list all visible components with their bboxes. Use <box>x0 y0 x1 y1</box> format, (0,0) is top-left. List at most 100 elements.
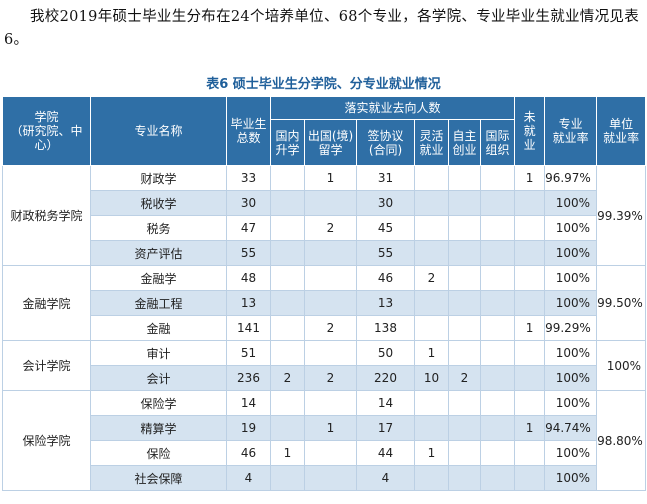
unit-rate-cell: 99.39% <box>596 165 647 266</box>
header-total: 毕业生 总数 <box>226 96 271 166</box>
domestic-cell <box>270 265 305 291</box>
abroad-cell <box>304 290 357 316</box>
major-cell: 资产评估 <box>90 240 227 266</box>
abroad-cell <box>304 190 357 216</box>
intl-cell <box>479 215 516 241</box>
header-intl-org: 国际 组织 <box>479 119 516 166</box>
flexible-cell <box>414 465 449 491</box>
total-cell: 141 <box>226 315 271 341</box>
major-rate-cell: 96.97% <box>544 165 598 191</box>
abroad-cell <box>304 465 357 491</box>
contract-cell: 31 <box>356 165 415 191</box>
header-unit-rate: 单位 就业率 <box>596 96 647 166</box>
flexible-cell <box>414 240 449 266</box>
abroad-cell: 1 <box>304 165 357 191</box>
flexible-cell: 1 <box>414 340 449 366</box>
self-cell <box>448 465 481 491</box>
employment-table: 学院 （研究院、中心） 专业名称 毕业生 总数 落实就业去向人数 未 就 业 专… <box>2 96 647 491</box>
unemployed-cell <box>514 190 546 216</box>
unemployed-cell: 1 <box>514 315 546 341</box>
major-rate-cell: 100% <box>544 365 598 391</box>
major-rate-cell: 100% <box>544 465 598 491</box>
table-body: 财政税务学院 财政学 33 1 31 1 96.97% 99.39% 税收学 30 30 100% 税务… <box>2 165 647 491</box>
total-cell: 48 <box>226 265 271 291</box>
major-rate-cell: 99.29% <box>544 315 598 341</box>
abroad-cell <box>304 265 357 291</box>
college-cell: 金融学院 <box>2 265 91 341</box>
major-cell: 金融 <box>90 315 227 341</box>
self-cell <box>448 265 481 291</box>
total-cell: 46 <box>226 440 271 466</box>
total-cell: 4 <box>226 465 271 491</box>
self-cell <box>448 240 481 266</box>
header-domestic: 国内 升学 <box>270 119 305 166</box>
major-cell: 精算学 <box>90 415 227 441</box>
major-rate-cell: 100% <box>544 440 598 466</box>
intl-cell <box>479 165 516 191</box>
domestic-cell: 2 <box>270 365 305 391</box>
intl-cell <box>479 390 516 416</box>
contract-cell: 4 <box>356 465 415 491</box>
unemployed-cell <box>514 240 546 266</box>
self-cell: 2 <box>448 365 481 391</box>
flexible-cell: 2 <box>414 265 449 291</box>
header-unemployed: 未 就 业 <box>514 96 546 166</box>
unemployed-cell <box>514 365 546 391</box>
contract-cell: 220 <box>356 365 415 391</box>
abroad-cell: 2 <box>304 315 357 341</box>
flexible-cell <box>414 390 449 416</box>
table-row: 财政税务学院 财政学 33 1 31 1 96.97% 99.39% <box>2 165 647 266</box>
contract-cell: 17 <box>356 415 415 441</box>
domestic-cell <box>270 240 305 266</box>
table-row: 社会保障 4 4 100% <box>3 465 646 491</box>
major-cell: 审计 <box>90 340 227 366</box>
total-cell: 33 <box>226 165 271 191</box>
table-row: 税收学 30 30 100% <box>3 190 646 216</box>
table-row: 税务 47 2 45 100% <box>3 215 646 241</box>
header-intl-text: 国际 组织 <box>485 128 510 157</box>
total-cell: 51 <box>226 340 271 366</box>
major-cell: 保险学 <box>90 390 227 416</box>
major-cell: 税收学 <box>90 190 227 216</box>
total-cell: 19 <box>226 415 271 441</box>
header-contract-text: 签协议 (合同) <box>367 128 404 157</box>
unemployed-cell <box>514 265 546 291</box>
table-caption: 表6 硕士毕业生分学院、分专业就业情况 <box>206 77 441 92</box>
unemployed-cell: 1 <box>514 165 546 191</box>
domestic-cell <box>270 215 305 241</box>
major-cell: 财政学 <box>90 165 227 191</box>
contract-cell: 46 <box>356 265 415 291</box>
intl-cell <box>479 290 516 316</box>
header-major: 专业名称 <box>90 96 227 166</box>
total-cell: 236 <box>226 365 271 391</box>
unemployed-cell <box>514 390 546 416</box>
abroad-cell <box>304 340 357 366</box>
contract-cell: 50 <box>356 340 415 366</box>
contract-cell: 30 <box>356 190 415 216</box>
major-rate-cell: 100% <box>544 290 598 316</box>
self-cell <box>448 190 481 216</box>
intl-cell <box>479 190 516 216</box>
intl-cell <box>479 365 516 391</box>
table-row: 保险学院 保险学 14 14 100% 98.80% <box>2 390 647 491</box>
header-major-text: 专业名称 <box>134 124 183 138</box>
flexible-cell <box>414 415 449 441</box>
domestic-cell <box>270 315 305 341</box>
self-cell <box>448 315 481 341</box>
domestic-cell <box>270 340 305 366</box>
major-cell: 金融学 <box>90 265 227 291</box>
abroad-cell <box>304 240 357 266</box>
domestic-cell <box>270 190 305 216</box>
intro-paragraph: 我校2019年硕士毕业生分布在24个培养单位、68个专业，各学院、专业毕业生就业… <box>4 9 639 48</box>
self-cell <box>448 215 481 241</box>
major-cell: 社会保障 <box>90 465 227 491</box>
table-row: 保险 46 1 44 1 100% <box>3 440 646 466</box>
table-row: 金融 141 2 138 1 99.29% <box>3 315 646 341</box>
abroad-cell <box>304 440 357 466</box>
total-cell: 30 <box>226 190 271 216</box>
flexible-cell <box>414 165 449 191</box>
abroad-cell <box>304 390 357 416</box>
unemployed-cell <box>514 215 546 241</box>
intl-cell <box>479 465 516 491</box>
major-rate-cell: 100% <box>544 390 598 416</box>
